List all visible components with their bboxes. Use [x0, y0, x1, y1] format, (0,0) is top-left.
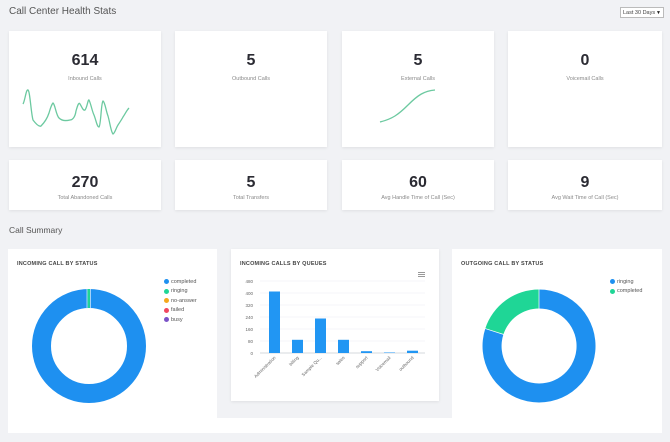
stat-card-external: 5 External Calls [342, 31, 494, 147]
hamburger-menu-icon[interactable] [418, 272, 425, 277]
stat-card-abandoned: 270 Total Abandoned Calls [9, 160, 161, 210]
svg-text:outbound: outbound [398, 355, 415, 372]
legend-label: completed [617, 288, 643, 295]
legend-item-failed[interactable]: failed [164, 306, 197, 316]
stat-card-outbound: 5 Outbound Calls [175, 31, 327, 147]
svg-text:400: 400 [245, 291, 253, 296]
legend-dot-icon [610, 288, 615, 294]
stat-card-inbound: 614 Inbound Calls [9, 31, 161, 147]
legend-dot-icon [164, 288, 169, 294]
legend-dot-icon [610, 279, 615, 285]
legend-dot-icon [164, 279, 169, 285]
stat-label: Total Transfers [232, 195, 270, 201]
stat-label: Avg Wait Time of Call (Sec) [551, 195, 619, 201]
page-title: Call Center Health Stats [9, 6, 117, 17]
chevron-down-icon: ▼ [656, 9, 661, 16]
svg-text:240: 240 [245, 315, 253, 320]
stat-value: 5 [413, 52, 423, 69]
legend-label: no-answer [171, 297, 197, 304]
legend-item-busy[interactable]: busy [164, 315, 197, 325]
svg-text:support: support [355, 355, 370, 370]
stat-value: 0 [580, 52, 590, 69]
stat-label: Avg Handle Time of Call (Sec) [381, 195, 455, 201]
chart-title: OUTGOING CALL BY STATUS [461, 261, 544, 267]
stat-value: 9 [580, 174, 590, 191]
stat-label: Total Abandoned Calls [57, 195, 113, 201]
svg-text:160: 160 [245, 327, 253, 332]
legend-dot-icon [164, 317, 169, 323]
legend-label: ringing [171, 288, 188, 295]
svg-text:320: 320 [245, 303, 253, 308]
legend-item-ringing[interactable]: ringing [164, 287, 197, 297]
stat-card-transfers: 5 Total Transfers [175, 160, 327, 210]
outgoing-status-donut [482, 289, 596, 403]
legend-label: completed [171, 278, 197, 285]
section-title: Call Summary [9, 225, 63, 235]
legend-dot-icon [164, 298, 169, 304]
stat-value: 270 [71, 174, 99, 191]
incoming-queues-bar-chart: 480 400 320 240 160 80 0 Adminis [245, 279, 425, 379]
chart-title: INCOMING CALLS BY QUEUES [240, 261, 327, 267]
svg-text:Sample Qu...: Sample Qu... [301, 355, 323, 377]
stat-label: Outbound Calls [232, 76, 270, 82]
stat-card-avg-handle-time: 60 Avg Handle Time of Call (Sec) [342, 160, 494, 210]
stat-label: Voicemail Calls [566, 76, 604, 82]
outgoing-status-legend: ringing completed [610, 277, 642, 296]
stat-label: External Calls [401, 76, 435, 82]
chart-title: INCOMING CALL BY STATUS [17, 261, 98, 267]
date-range-select[interactable]: Last 30 Days ▼ [620, 7, 664, 18]
stat-card-avg-wait-time: 9 Avg Wait Time of Call (Sec) [508, 160, 662, 210]
legend-label: failed [171, 307, 185, 314]
svg-text:sales: sales [335, 355, 346, 366]
legend-item-no-answer[interactable]: no-answer [164, 296, 197, 306]
legend-item-ringing[interactable]: ringing [610, 277, 642, 287]
svg-text:480: 480 [245, 279, 253, 284]
svg-text:Voicemail: Voicemail [375, 355, 392, 372]
outgoing-status-chart-card: OUTGOING CALL BY STATUS ringing complete… [452, 249, 662, 424]
inbound-sparkline [22, 89, 130, 135]
external-sparkline [379, 89, 436, 123]
stat-label: Inbound Calls [68, 76, 102, 82]
svg-text:0: 0 [250, 351, 253, 356]
legend-label: ringing [617, 278, 634, 285]
svg-text:billing: billing [288, 355, 300, 367]
incoming-queues-chart-card: INCOMING CALLS BY QUEUES 480 400 320 240… [231, 249, 439, 401]
stat-value: 5 [246, 52, 256, 69]
stat-card-voicemail: 0 Voicemail Calls [508, 31, 662, 147]
incoming-status-chart-card: INCOMING CALL BY STATUS completed ringin… [8, 249, 217, 424]
incoming-status-legend: completed ringing no-answer failed busy [164, 277, 197, 325]
stat-value: 5 [246, 174, 256, 191]
svg-text:Administration: Administration [253, 355, 277, 379]
legend-dot-icon [164, 307, 169, 313]
date-range-value: Last 30 Days [623, 9, 656, 16]
stat-value: 614 [71, 52, 99, 69]
legend-label: busy [171, 316, 183, 323]
legend-item-completed[interactable]: completed [164, 277, 197, 287]
svg-text:80: 80 [248, 339, 254, 344]
incoming-status-donut [32, 288, 146, 403]
legend-item-completed[interactable]: completed [610, 287, 642, 297]
stat-value: 60 [409, 174, 427, 191]
